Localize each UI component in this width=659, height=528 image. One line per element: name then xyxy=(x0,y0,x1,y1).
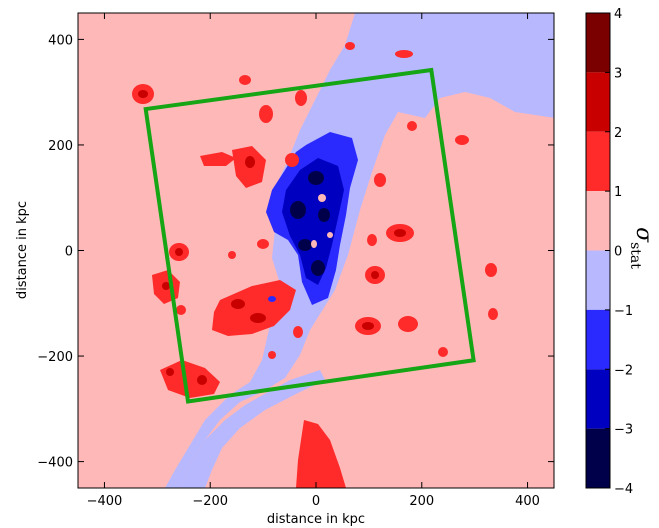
colorbar-level xyxy=(586,309,610,370)
y-tick-label: −400 xyxy=(37,456,73,471)
colorbar-level xyxy=(586,191,610,251)
colorbar-tick-label: 4 xyxy=(614,7,622,22)
colorbar-tick-label: −3 xyxy=(614,423,633,438)
colorbar-tick-label: −4 xyxy=(614,482,633,497)
contour-map xyxy=(78,13,554,488)
colorbar-tick-label: −2 xyxy=(614,363,633,378)
colorbar-level xyxy=(586,72,610,132)
x-tick-label: −200 xyxy=(192,494,228,509)
colorbar-tick-label: 3 xyxy=(614,66,622,81)
colorbar-tick-label: 2 xyxy=(614,126,622,141)
colorbar-tick-label: 1 xyxy=(614,185,622,200)
x-axis-label: distance in kpc xyxy=(267,512,365,527)
colorbar-tick-label: −1 xyxy=(614,304,633,319)
region-level-2-3 xyxy=(138,90,406,385)
colorbar-level xyxy=(586,428,610,488)
colorbar-label-subscript: stat xyxy=(627,242,643,269)
y-tick-label: 0 xyxy=(65,245,73,260)
colorbar-level xyxy=(586,369,610,429)
colorbar-tick-label: 0 xyxy=(614,245,622,260)
x-tick-label: 200 xyxy=(409,494,434,509)
x-tick-label: −400 xyxy=(87,494,123,509)
field-of-view-box xyxy=(143,67,476,404)
y-axis: −400 −200 0 200 400 xyxy=(37,33,554,471)
colorbar xyxy=(585,12,611,489)
core-holes xyxy=(311,194,333,248)
colorbar-level xyxy=(586,131,610,192)
region-level-neg3-neg2 xyxy=(282,158,344,285)
x-axis: −400 −200 0 200 400 xyxy=(87,13,540,509)
region-level-neg4-neg3 xyxy=(290,171,330,276)
colorbar-label: σstat xyxy=(627,227,656,269)
colorbar-level xyxy=(586,13,610,73)
y-tick-label: 200 xyxy=(48,139,73,154)
y-tick-label: 400 xyxy=(48,33,73,48)
region-level-neg2-neg1 xyxy=(268,296,276,302)
colorbar-label-symbol: σ xyxy=(631,227,656,243)
x-tick-label: 0 xyxy=(312,494,320,509)
region-level-neg1-0 xyxy=(180,370,325,488)
colorbar-ticks: 4 3 2 1 0 −1 −2 −3 −4 xyxy=(605,7,633,497)
colorbar-level xyxy=(586,250,610,310)
y-tick-label: −200 xyxy=(37,350,73,365)
y-axis-label: distance in kpc xyxy=(15,201,30,299)
x-tick-label: 400 xyxy=(515,494,540,509)
